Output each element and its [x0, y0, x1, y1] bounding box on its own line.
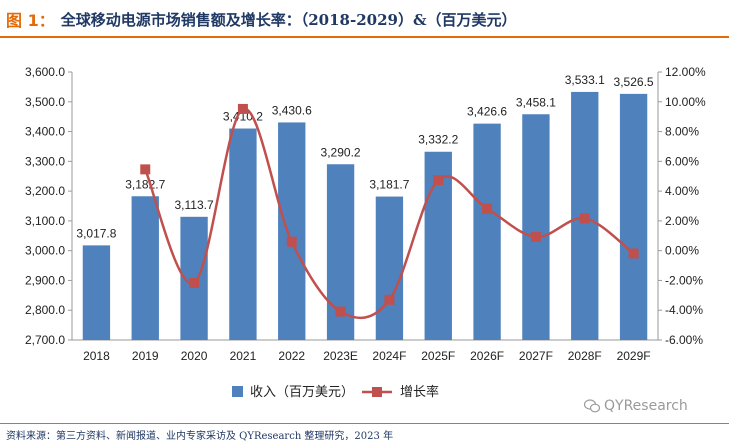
legend-bar-swatch: [232, 386, 243, 397]
y-right-tick-label: 12.00%: [665, 65, 706, 79]
y-left-tick-label: 2,700.0: [25, 333, 65, 347]
y-left-tick-label: 2,800.0: [25, 303, 65, 317]
bar-value-label: 3,182.7: [125, 177, 165, 191]
y-right-tick-label: -4.00%: [665, 303, 703, 317]
growth-rate-marker: [237, 103, 248, 114]
y-left-tick-label: 3,300.0: [25, 154, 65, 168]
bar: [229, 128, 257, 340]
title-divider: [0, 36, 729, 38]
y-left-tick-label: 3,200.0: [25, 184, 65, 198]
x-tick-label: 2021: [230, 349, 257, 363]
growth-rate-marker: [579, 213, 590, 224]
x-tick-label: 2018: [83, 349, 110, 363]
chart-svg: 2,700.0 2,800.0 2,900.0 3,000.0 3,100.0 3,200…: [25, 65, 706, 399]
x-tick-label: 2027F: [519, 349, 553, 363]
x-tick-label: 2019: [132, 349, 159, 363]
bar-value-label: 3,430.6: [272, 103, 312, 117]
bar-value-label: 3,113.7: [175, 198, 214, 212]
bar-value-label: 3,290.2: [321, 145, 361, 159]
x-tick-label: 2024F: [372, 349, 406, 363]
y-right-tick-label: 0.00%: [665, 244, 699, 258]
watermark-text: QYResearch: [604, 398, 688, 414]
bar: [278, 122, 306, 340]
figure-label: 图 1：: [6, 11, 55, 30]
bar: [473, 123, 501, 340]
growth-rate-marker: [189, 277, 200, 288]
legend-bar-label: 收入（百万美元）: [250, 384, 354, 399]
bar: [522, 114, 550, 340]
growth-rate-marker: [140, 164, 151, 175]
chart: 2,700.0 2,800.0 2,900.0 3,000.0 3,100.0 3,200…: [0, 40, 729, 420]
growth-rate-marker: [384, 294, 395, 305]
watermark: QYResearch: [584, 398, 688, 414]
bar: [619, 93, 648, 341]
x-tick-label: 2028F: [568, 349, 602, 363]
y-left-tick-label: 3,500.0: [25, 95, 65, 109]
figure-title-row: 图 1： 全球移动电源市场销售额及增长率：（2018-2029）&（百万美元）: [6, 6, 517, 32]
y-right-tick-label: 10.00%: [665, 95, 706, 109]
y-left-tick-label: 3,600.0: [25, 65, 65, 79]
y-left-tick-label: 3,000.0: [25, 244, 65, 258]
y-right-tick-label: 4.00%: [665, 184, 699, 198]
bar: [131, 196, 159, 340]
x-tick-label: 2022: [278, 349, 305, 363]
growth-rate-marker: [286, 236, 297, 247]
y-right-tick-label: 8.00%: [665, 125, 699, 139]
growth-rate-marker: [628, 248, 639, 259]
bar-value-label: 3,526.5: [614, 75, 654, 89]
bar-value-label: 3,181.7: [369, 178, 409, 192]
y-right-tick-label: 6.00%: [665, 154, 699, 168]
growth-rate-marker: [482, 203, 493, 214]
bar-value-label: 3,017.8: [76, 226, 116, 240]
growth-rate-marker: [335, 306, 346, 317]
y-left-tick-label: 2,900.0: [25, 273, 65, 287]
bar-value-label: 3,332.2: [418, 133, 458, 147]
figure-title: 全球移动电源市场销售额及增长率：（2018-2029）&（百万美元）: [60, 10, 517, 29]
x-tick-label: 2029F: [617, 349, 651, 363]
wechat-icon: [584, 399, 600, 413]
bar-value-label: 3,458.1: [516, 95, 556, 109]
x-tick-label: 2023E: [323, 349, 358, 363]
y-right-tick-label: 2.00%: [665, 214, 699, 228]
x-tick-label: 2026F: [470, 349, 504, 363]
y-left-tick-label: 3,100.0: [25, 214, 65, 228]
footer-divider: [0, 423, 729, 424]
bar: [82, 245, 111, 340]
bar-value-label: 3,533.1: [565, 73, 605, 87]
legend-line-marker: [372, 387, 382, 397]
y-right-tick-label: -6.00%: [665, 333, 703, 347]
bar: [375, 196, 404, 340]
growth-rate-marker: [433, 175, 444, 186]
x-tick-label: 2025F: [421, 349, 455, 363]
bar-value-label: 3,426.6: [467, 105, 507, 119]
growth-rate-marker: [530, 231, 541, 242]
y-right-tick-label: -2.00%: [665, 273, 703, 287]
legend-line-label: 增长率: [400, 384, 439, 399]
y-left-tick-label: 3,400.0: [25, 125, 65, 139]
source-note: 资料来源：第三方资料、新闻报道、业内专家采访及 QYResearch 整理研究，…: [6, 431, 394, 442]
x-tick-label: 2020: [181, 349, 208, 363]
